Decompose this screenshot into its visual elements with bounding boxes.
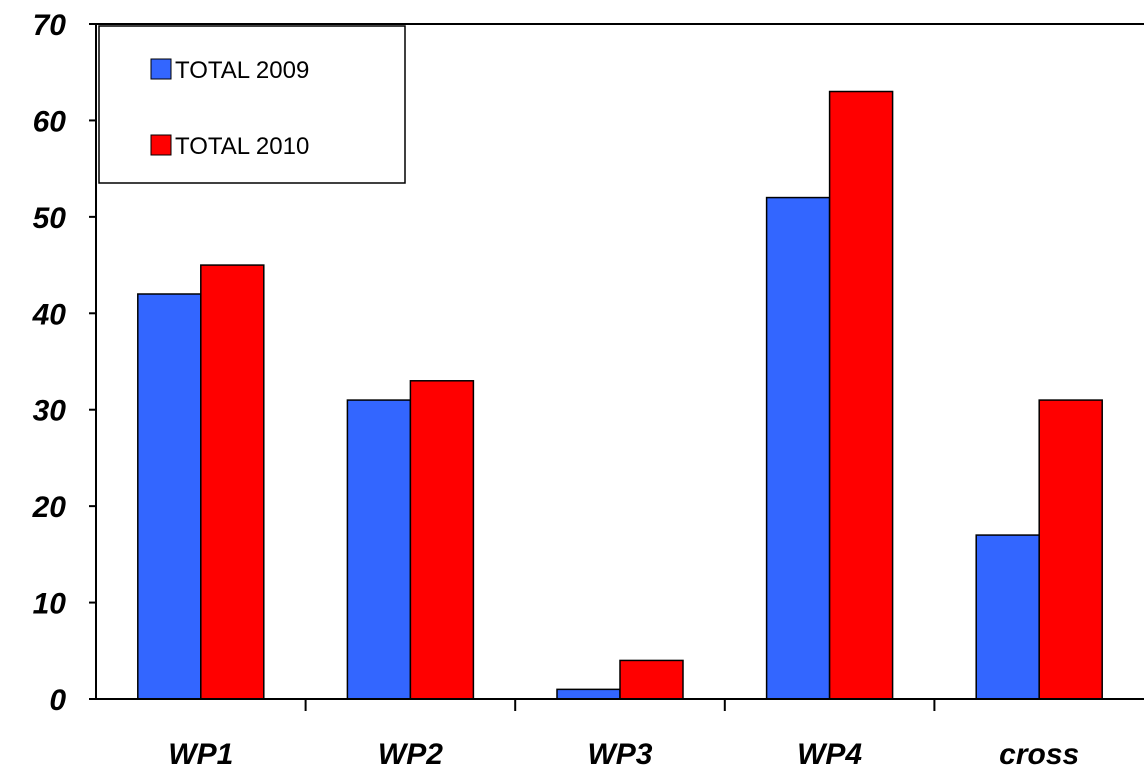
bar-wp4-2009 [765,196,831,700]
bar-wp3-2010 [619,659,684,700]
y-tick-label: 70 [33,9,67,42]
y-tick-label: 60 [33,105,67,138]
legend-swatch-2010 [150,134,172,156]
x-category-label: WP2 [378,738,443,771]
bar-wp1-2009 [137,293,202,700]
y-ticks-group: 0 10 20 30 40 50 60 70 [32,9,96,717]
bars-group [137,90,1103,700]
x-ticks-group: WP1 WP2 WP3 WP4 cross [168,699,1079,771]
x-category-label: cross [999,738,1079,771]
legend-swatch-2009 [150,58,172,80]
x-category-label: WP3 [587,738,652,771]
y-tick-label: 10 [33,588,67,621]
bar-cross-2010 [1038,399,1103,700]
bar-wp1-2010 [200,264,265,700]
bar-wp3-2009 [556,688,621,700]
legend-label-2009: TOTAL 2009 [175,57,309,84]
y-tick-label: 30 [33,395,67,428]
y-tick-label: 40 [32,298,67,331]
y-tick-label: 0 [49,684,66,717]
legend-box [98,25,406,184]
y-tick-label: 50 [33,202,67,235]
bar-wp2-2010 [409,380,475,700]
legend: TOTAL 2009 TOTAL 2010 [98,25,406,184]
x-category-label: WP4 [797,738,862,771]
x-category-label: WP1 [168,738,233,771]
bar-wp2-2009 [346,399,412,700]
y-tick-label: 20 [32,491,67,524]
bar-cross-2009 [975,534,1040,700]
axes-group [95,23,1144,700]
legend-label-2010: TOTAL 2010 [175,133,309,160]
bar-wp4-2010 [828,90,894,700]
